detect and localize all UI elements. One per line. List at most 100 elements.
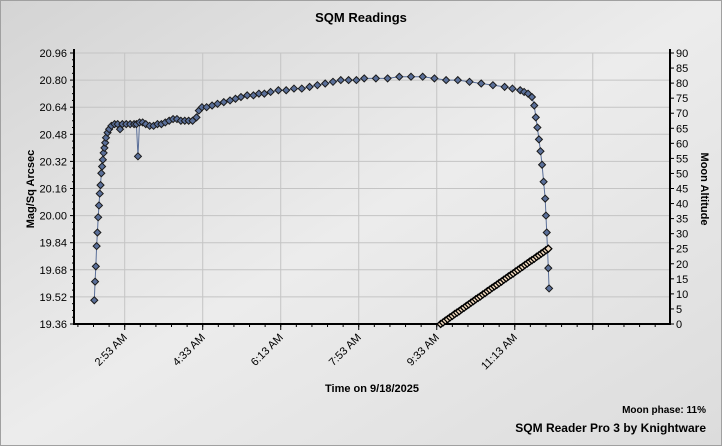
sqm-point <box>289 84 299 93</box>
y-tick-label: 19.52 <box>39 292 67 304</box>
sqm-point <box>274 86 283 95</box>
y2-tick-label: 20 <box>676 259 688 271</box>
y-tick-label: 20.96 <box>39 48 67 60</box>
sqm-point <box>530 101 539 110</box>
sqm-point <box>90 277 100 286</box>
y-axis-label: Mag/Sq Arcsec <box>25 150 37 228</box>
sqm-point <box>430 74 439 83</box>
sqm-point <box>97 162 107 171</box>
sqm-point <box>531 113 541 122</box>
sqm-point <box>406 72 416 81</box>
sqm-point <box>516 86 525 95</box>
y-tick-label: 20.80 <box>39 75 67 87</box>
sqm-point <box>544 284 554 293</box>
sqm-point <box>99 148 108 158</box>
moon-phase-text: Moon phase: 11% <box>622 405 706 416</box>
sqm-point <box>320 79 330 88</box>
sqm-point <box>533 123 542 132</box>
y2-tick-label: 0 <box>676 319 682 331</box>
sqm-point <box>500 82 509 92</box>
sqm-point <box>100 143 109 153</box>
sqm-point <box>541 211 551 220</box>
x-axis-label: Time on 9/18/2025 <box>325 383 419 395</box>
sqm-point <box>97 169 106 178</box>
y2-tick-label: 10 <box>676 289 688 301</box>
sqm-point <box>371 74 381 83</box>
sqm-point <box>453 75 463 85</box>
sqm-point <box>91 262 101 271</box>
sqm-point <box>441 75 451 85</box>
y-tick-label: 20.64 <box>39 102 67 114</box>
y2-tick-label: 85 <box>676 63 688 75</box>
sqm-point <box>305 82 314 92</box>
sqm-point <box>133 152 143 161</box>
sqm-point <box>219 97 228 107</box>
sqm-point <box>96 180 105 190</box>
sqm-point <box>395 72 404 81</box>
sqm-point <box>537 160 547 169</box>
sqm-point <box>328 77 338 87</box>
sqm-point <box>534 135 544 144</box>
chart-title: SQM Readings <box>315 10 407 25</box>
sqm-point <box>544 263 553 273</box>
sqm-point <box>540 194 550 203</box>
sqm-point <box>344 75 353 85</box>
sqm-point <box>418 72 427 81</box>
grid <box>74 52 670 324</box>
y-tick-label: 20.32 <box>39 156 67 168</box>
sqm-point <box>313 80 322 90</box>
sqm-point <box>236 92 246 102</box>
y2-axis-label: Moon Altitude <box>698 153 710 226</box>
sqm-point <box>213 99 222 109</box>
sqm-point <box>90 296 99 305</box>
y2-tick-label: 55 <box>676 153 688 165</box>
sqm-point <box>260 89 269 98</box>
sqm-point <box>242 91 252 100</box>
y2-tick-label: 45 <box>676 184 688 196</box>
sqm-point <box>359 74 369 83</box>
y-tick-label: 19.36 <box>39 319 67 331</box>
y2-tick-label: 40 <box>676 199 688 211</box>
y2-tick-label: 70 <box>676 108 688 120</box>
credit-text: SQM Reader Pro 3 by Knightware <box>515 421 706 435</box>
y2-tick-label: 75 <box>676 93 688 105</box>
y2-tick-label: 15 <box>676 274 688 286</box>
y2-tick-label: 5 <box>676 304 682 316</box>
y-tick-label: 20.16 <box>39 184 67 196</box>
sqm-point <box>352 75 361 85</box>
y-tick-label: 19.68 <box>39 265 67 277</box>
y2-tick-label: 25 <box>676 244 688 256</box>
y-tick-label: 19.84 <box>39 238 67 250</box>
sqm-point <box>281 86 291 95</box>
sqm-point <box>95 189 104 198</box>
sqm-point <box>93 228 102 237</box>
sqm-point <box>297 84 306 93</box>
y-tick-label: 20.00 <box>39 211 67 223</box>
y2-tick-label: 60 <box>676 138 688 150</box>
y2-tick-label: 35 <box>676 214 688 226</box>
y2-tick-label: 90 <box>676 48 688 60</box>
y2-tick-label: 80 <box>676 78 688 90</box>
y-tick-label: 20.48 <box>39 129 67 141</box>
sqm-point <box>94 201 104 210</box>
y2-tick-label: 30 <box>676 229 688 241</box>
y2-tick-label: 50 <box>676 168 688 180</box>
sqm-point <box>542 228 551 237</box>
sqm-point <box>508 84 517 93</box>
moon-altitude-point <box>543 244 553 254</box>
series-layer <box>90 72 554 329</box>
sqm-point <box>536 147 545 156</box>
sqm-point <box>488 80 498 90</box>
sqm-point <box>336 75 346 85</box>
sqm-point <box>477 79 486 88</box>
sqm-point <box>92 241 101 251</box>
sqm-point <box>98 155 108 164</box>
sqm-point <box>93 213 103 222</box>
sqm-point <box>465 77 474 87</box>
sqm-point <box>192 113 201 122</box>
sqm-point <box>539 177 548 186</box>
sqm-point <box>266 87 275 97</box>
